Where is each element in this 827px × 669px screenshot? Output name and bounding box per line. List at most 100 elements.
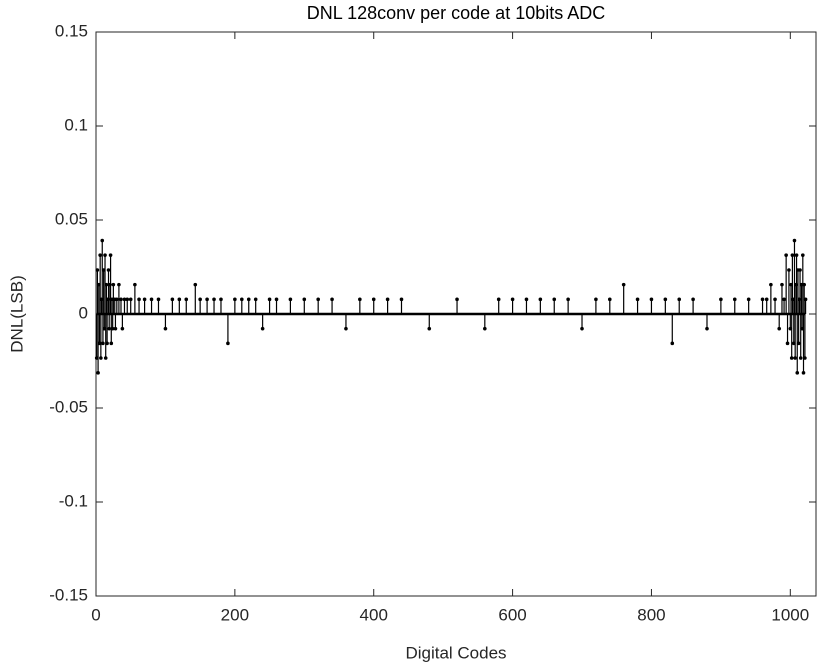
chart-title: DNL 128conv per code at 10bits ADC xyxy=(307,3,606,23)
stem-marker xyxy=(796,341,801,346)
stem-marker xyxy=(773,297,777,302)
stem-marker xyxy=(801,253,805,257)
stem-marker xyxy=(137,297,141,302)
stem-marker xyxy=(100,238,105,243)
stem-marker xyxy=(427,326,432,331)
stem-marker xyxy=(133,282,137,287)
stem-marker xyxy=(330,297,334,302)
stem-marker xyxy=(253,297,258,302)
stem-marker xyxy=(777,326,782,331)
stem-marker xyxy=(719,297,723,302)
stem-marker xyxy=(184,297,189,302)
stem-marker xyxy=(113,326,118,331)
stem-marker xyxy=(385,297,390,302)
stem-marker xyxy=(784,253,788,257)
y-tick-label: -0.15 xyxy=(49,585,88,604)
stem-marker xyxy=(302,297,307,302)
stem-marker xyxy=(764,297,769,302)
stem-marker xyxy=(594,297,598,302)
stem-marker xyxy=(142,297,147,302)
stem-marker xyxy=(103,356,108,360)
stem-marker xyxy=(120,326,125,331)
stem-marker xyxy=(580,326,584,331)
stem-marker xyxy=(794,253,799,257)
stem-marker xyxy=(226,341,230,346)
stem-marker xyxy=(510,297,515,302)
stem-marker xyxy=(798,268,802,272)
stem-marker xyxy=(670,341,675,346)
stem-marker xyxy=(803,356,807,360)
stem-marker xyxy=(177,297,182,302)
stem-marker xyxy=(110,326,115,331)
stem-marker xyxy=(496,297,501,302)
stem-marker xyxy=(803,297,808,302)
stem-marker xyxy=(274,297,279,302)
stem-marker xyxy=(793,356,797,360)
stem-marker xyxy=(111,282,116,287)
stem-marker xyxy=(99,356,103,360)
stem-marker xyxy=(769,282,773,287)
stem-marker xyxy=(193,282,198,287)
stem-marker xyxy=(371,297,376,302)
y-axis-label: DNL(LSB) xyxy=(7,275,26,352)
stem-marker xyxy=(246,297,251,302)
stem-marker xyxy=(780,282,784,287)
stem-marker xyxy=(104,282,109,287)
y-tick-label: -0.1 xyxy=(59,491,88,510)
stem-marker xyxy=(798,356,803,360)
stem-marker xyxy=(566,297,570,302)
stem-marker xyxy=(107,326,111,331)
stem-marker xyxy=(649,297,654,302)
x-tick-label: 400 xyxy=(360,605,388,624)
stem-marker xyxy=(117,282,121,287)
stem-marker xyxy=(101,341,105,346)
stem-marker xyxy=(635,297,640,302)
stem-marker xyxy=(691,297,695,302)
stem-marker xyxy=(170,297,175,302)
stem-marker xyxy=(787,268,791,272)
stem-marker xyxy=(621,282,626,287)
stem-marker xyxy=(103,253,107,257)
stem-marker xyxy=(105,341,109,346)
y-tick-label: 0 xyxy=(79,303,88,322)
stem-marker xyxy=(219,297,223,302)
stem-marker xyxy=(260,326,265,331)
stem-marker xyxy=(358,297,362,302)
stem-marker xyxy=(760,297,765,302)
stem-marker xyxy=(790,253,795,257)
stem-marker xyxy=(795,371,800,375)
x-tick-label: 1000 xyxy=(771,605,809,624)
stem-marker xyxy=(785,341,790,346)
stem-marker xyxy=(115,297,119,302)
x-tick-label: 200 xyxy=(221,605,249,624)
stem-marker xyxy=(782,297,786,302)
stem-marker xyxy=(98,253,102,257)
y-tick-label: 0.05 xyxy=(55,209,88,228)
stem-marker xyxy=(125,297,130,302)
stem-marker xyxy=(732,297,737,302)
stem-marker xyxy=(240,297,244,302)
x-tick-label: 0 xyxy=(91,605,100,624)
stem-marker xyxy=(288,297,293,302)
stem-marker xyxy=(524,297,529,302)
stem-marker xyxy=(128,297,133,302)
stem-marker xyxy=(344,326,348,331)
stem-marker xyxy=(149,297,154,302)
stem-marker xyxy=(705,326,709,331)
x-tick-label: 800 xyxy=(637,605,665,624)
stem-marker xyxy=(119,297,123,302)
stem-marker xyxy=(677,297,682,302)
y-tick-label: 0.1 xyxy=(64,115,88,134)
stem-marker xyxy=(663,297,668,302)
stem-marker xyxy=(455,297,459,302)
stem-marker xyxy=(607,297,612,302)
stem-marker xyxy=(267,297,272,302)
stem-marker xyxy=(95,268,100,272)
x-axis-label: Digital Codes xyxy=(405,643,506,662)
stem-marker xyxy=(316,297,320,302)
stem-marker xyxy=(792,238,797,243)
x-tick-label: 600 xyxy=(498,605,526,624)
stem-marker xyxy=(801,371,806,375)
stem-marker xyxy=(233,297,237,302)
